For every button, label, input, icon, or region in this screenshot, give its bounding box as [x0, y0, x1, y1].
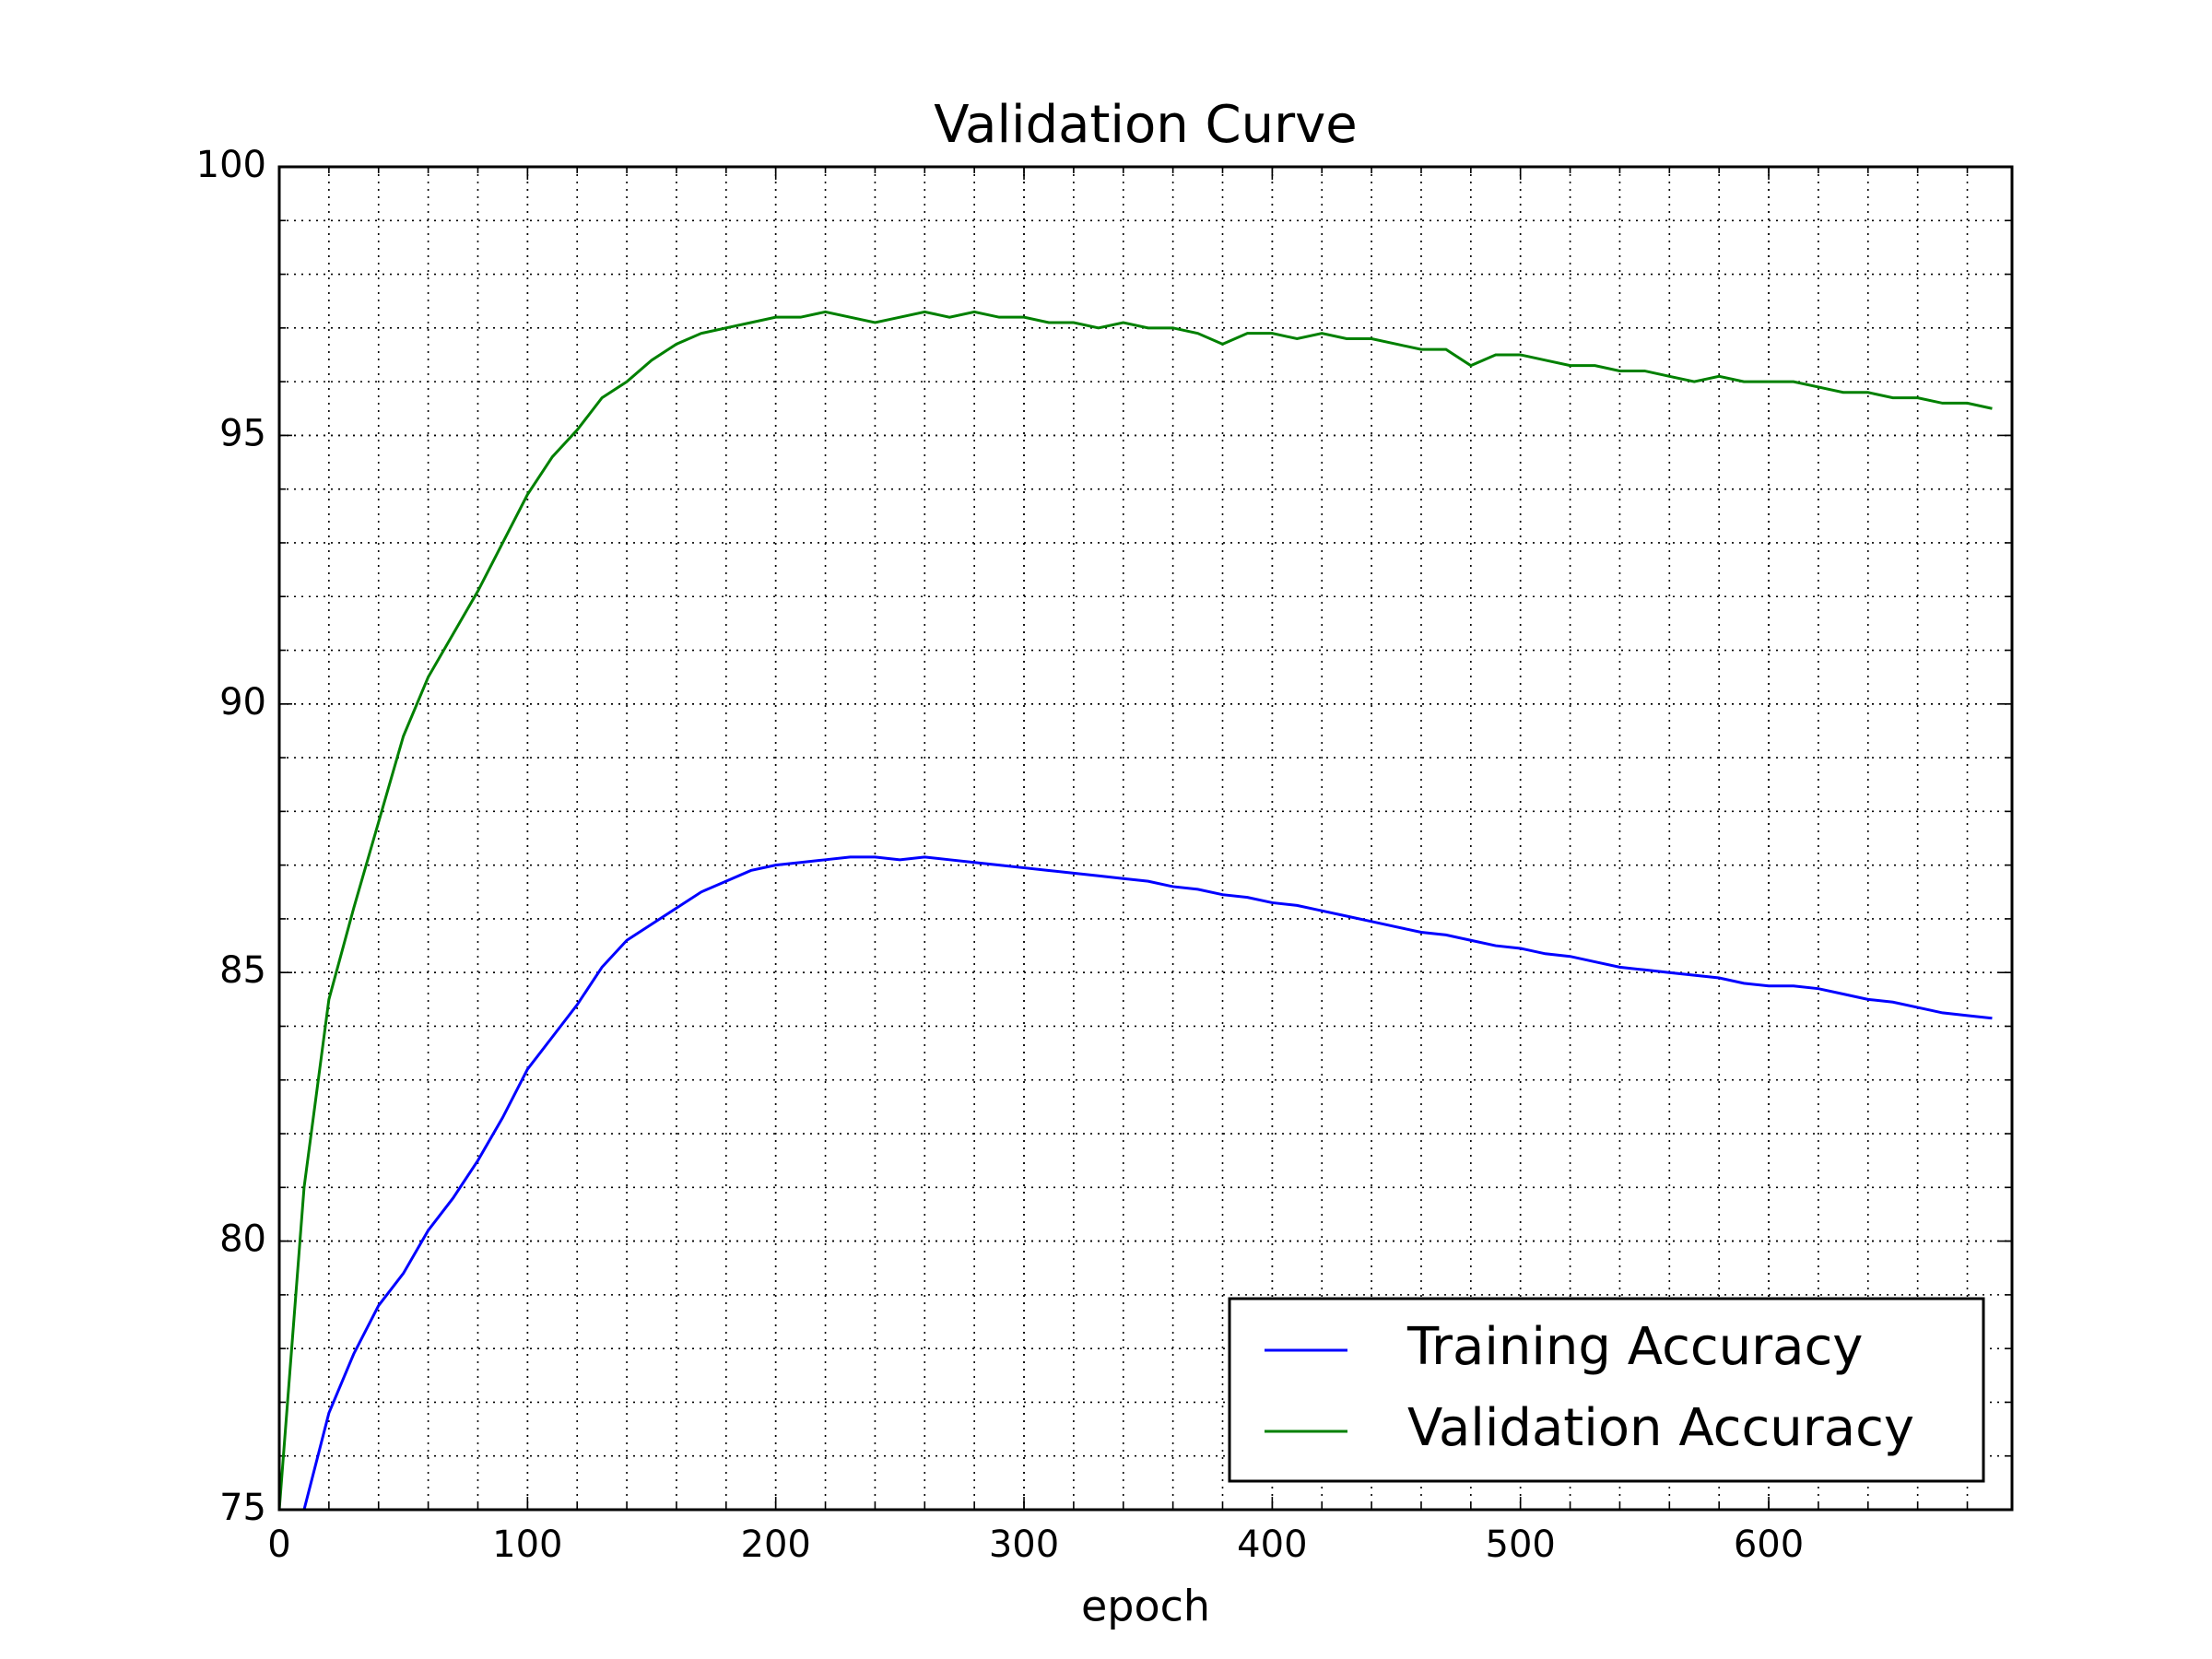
x-tick-label: 400	[1237, 1524, 1307, 1566]
y-tick-label: 85	[219, 949, 266, 992]
legend-label: Validation Accuracy	[1407, 1398, 1914, 1458]
x-tick-label: 100	[492, 1524, 562, 1566]
chart-title: Validation Curve	[934, 95, 1358, 155]
y-tick-label: 95	[219, 412, 266, 454]
legend-label: Training Accuracy	[1406, 1317, 1863, 1377]
y-tick-label: 80	[219, 1218, 266, 1261]
data-line	[279, 310, 1993, 1510]
x-tick-label: 500	[1486, 1524, 1556, 1566]
data-line	[302, 855, 1993, 1510]
y-tick-label: 75	[219, 1487, 266, 1529]
legend-box	[1228, 1297, 1985, 1483]
x-tick-label: 0	[267, 1524, 290, 1566]
x-tick-label: 200	[741, 1524, 811, 1566]
plot-frame	[277, 165, 2014, 1512]
y-tick-label: 90	[219, 681, 266, 724]
y-tick-label: 100	[196, 144, 266, 186]
x-axis-label: epoch	[1081, 1582, 1210, 1631]
x-tick-label: 300	[989, 1524, 1059, 1566]
x-tick-label: 600	[1734, 1524, 1804, 1566]
